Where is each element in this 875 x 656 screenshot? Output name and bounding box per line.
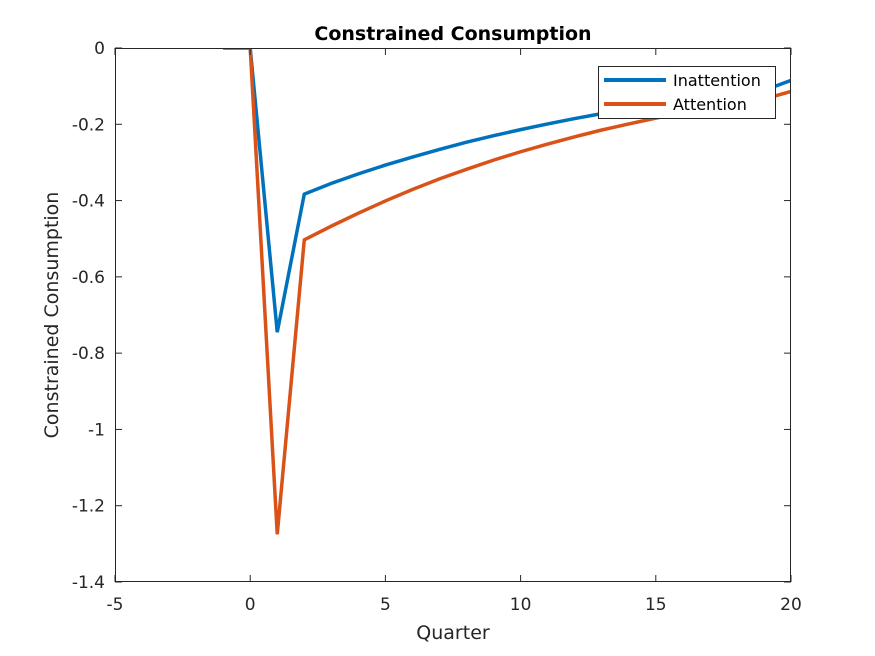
y-tick-label: -0.8 bbox=[72, 344, 105, 364]
legend-box bbox=[598, 66, 776, 119]
x-tick-label: 10 bbox=[510, 595, 532, 615]
y-tick-label: -1.2 bbox=[72, 497, 105, 517]
x-tick-label: 20 bbox=[780, 595, 802, 615]
legend-label-attention: Attention bbox=[673, 95, 747, 114]
y-axis-label: Constrained Consumption bbox=[41, 192, 63, 439]
y-tick-label: 0 bbox=[94, 39, 105, 59]
axes-frame bbox=[115, 48, 791, 582]
chart-title: Constrained Consumption bbox=[314, 23, 591, 45]
tick-layer: -5 0 5 10 15 20 0 -0.2 -0.4 -0.6 -0.8 -1 -1.2 -1.4 bbox=[72, 39, 802, 615]
y-tick-label: -0.2 bbox=[72, 115, 105, 135]
x-axis-label: Quarter bbox=[416, 622, 490, 644]
x-tick-label: -5 bbox=[107, 595, 124, 615]
y-tick-label: -1 bbox=[88, 420, 105, 440]
x-tick-label: 0 bbox=[245, 595, 256, 615]
x-tick-label: 15 bbox=[645, 595, 667, 615]
y-tick-label: -0.6 bbox=[72, 268, 105, 288]
y-tick-label: -1.4 bbox=[72, 573, 105, 593]
plot-area bbox=[115, 48, 791, 582]
x-tick-label: 5 bbox=[380, 595, 391, 615]
legend: Inattention Attention bbox=[598, 66, 776, 119]
legend-label-inattention: Inattention bbox=[673, 71, 761, 90]
y-tick-label: -0.4 bbox=[72, 192, 105, 212]
